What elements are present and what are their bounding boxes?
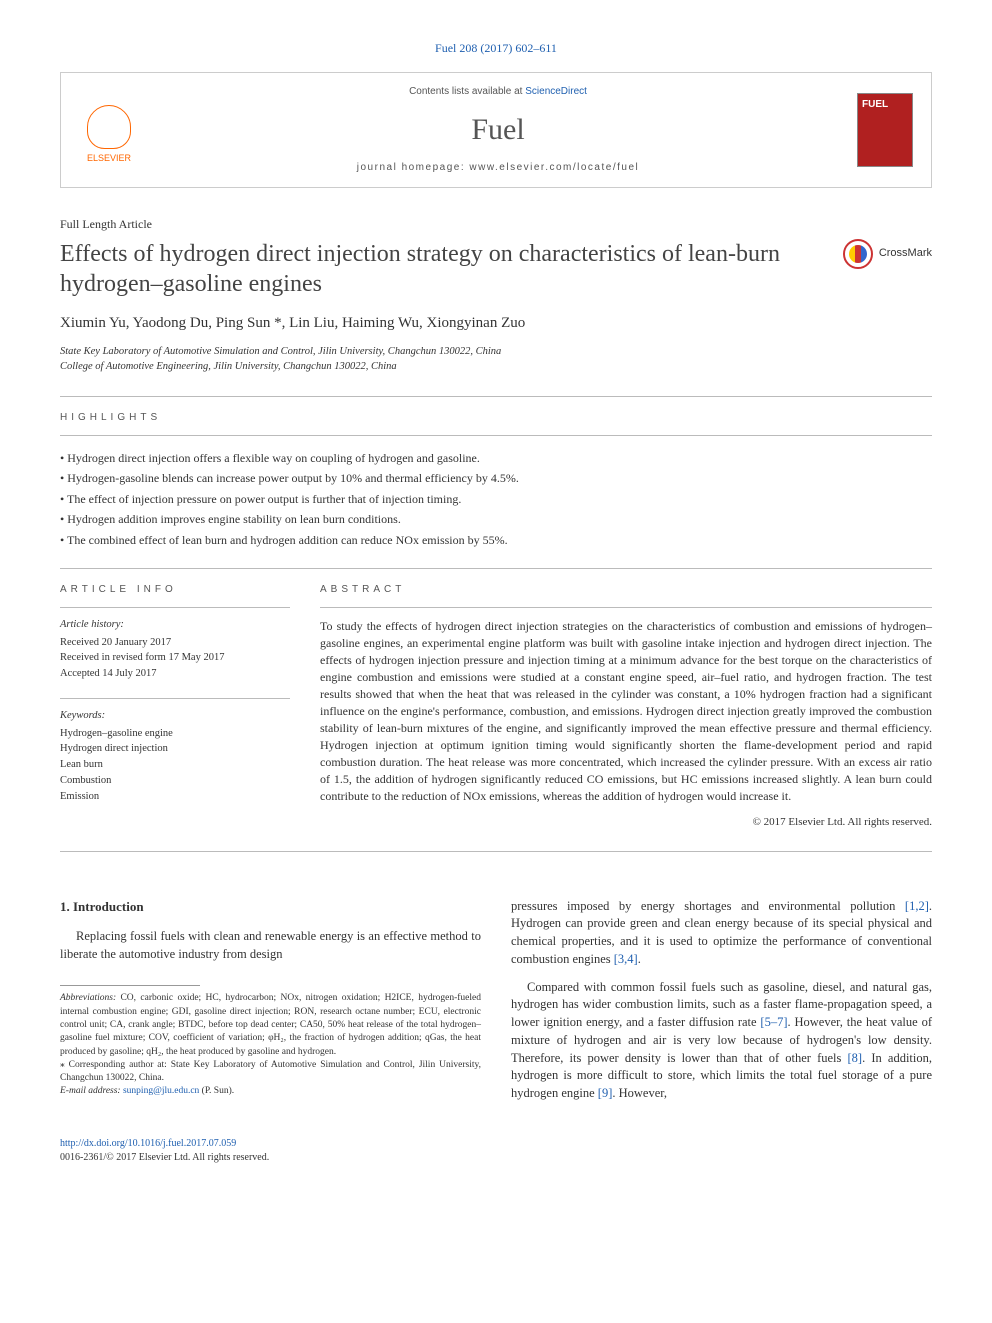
abstract-label: abstract — [320, 583, 932, 597]
left-column: 1. Introduction Replacing fossil fuels w… — [60, 898, 481, 1113]
keywords-heading: Keywords: — [60, 709, 290, 724]
email-person: (P. Sun). — [199, 1086, 234, 1096]
crossmark-badge[interactable]: CrossMark — [843, 239, 932, 269]
corresponding-author-footnote: ⁎ Corresponding author at: State Key Lab… — [60, 1059, 481, 1086]
divider — [60, 435, 932, 436]
journal-reference: Fuel 208 (2017) 602–611 — [60, 40, 932, 57]
publisher-name: ELSEVIER — [87, 152, 131, 165]
crossmark-label: CrossMark — [879, 246, 932, 261]
body-paragraph: Compared with common fossil fuels such a… — [511, 979, 932, 1103]
article-info-label: article info — [60, 583, 290, 597]
citation-link[interactable]: [9] — [598, 1086, 613, 1100]
right-column: pressures imposed by energy shortages an… — [511, 898, 932, 1113]
highlight-item: Hydrogen addition improves engine stabil… — [60, 509, 932, 529]
homepage-line: journal homepage: www.elsevier.com/locat… — [157, 161, 839, 175]
history-line: Received 20 January 2017 — [60, 635, 290, 651]
history-line: Accepted 14 July 2017 — [60, 666, 290, 682]
abbreviations-footnote: Abbreviations: CO, carbonic oxide; HC, h… — [60, 992, 481, 1058]
para-text: . — [638, 952, 641, 966]
divider — [60, 396, 932, 397]
history-line: Received in revised form 17 May 2017 — [60, 650, 290, 666]
email-link[interactable]: sunping@jlu.edu.cn — [123, 1086, 199, 1096]
elsevier-logo: ELSEVIER — [79, 95, 139, 165]
homepage-prefix: journal homepage: — [357, 162, 470, 173]
issn-copyright-line: 0016-2361/© 2017 Elsevier Ltd. All right… — [60, 1151, 932, 1165]
body-paragraph: pressures imposed by energy shortages an… — [511, 898, 932, 969]
crossmark-inner-icon — [849, 245, 867, 263]
sciencedirect-link[interactable]: ScienceDirect — [525, 86, 587, 97]
keyword: Combustion — [60, 773, 290, 789]
article-title: Effects of hydrogen direct injection str… — [60, 239, 823, 299]
keyword: Hydrogen–gasoline engine — [60, 726, 290, 742]
abbrev-text: CO, carbonic oxide; HC, hydrocarbon; NOx… — [60, 993, 481, 1056]
para-text: . However, — [612, 1086, 667, 1100]
body-columns: 1. Introduction Replacing fossil fuels w… — [60, 898, 932, 1113]
highlights-list: Hydrogen direct injection offers a flexi… — [60, 448, 932, 550]
highlight-item: The effect of injection pressure on powe… — [60, 489, 932, 509]
elsevier-tree-icon — [87, 105, 131, 149]
citation-link[interactable]: [1,2] — [905, 899, 929, 913]
copyright-line: © 2017 Elsevier Ltd. All rights reserved… — [320, 815, 932, 830]
corr-label: ⁎ Corresponding author at: — [60, 1060, 167, 1070]
doi-link[interactable]: http://dx.doi.org/10.1016/j.fuel.2017.07… — [60, 1138, 236, 1149]
citation-link[interactable]: [8] — [848, 1051, 863, 1065]
journal-cover-thumbnail: FUEL — [857, 93, 913, 167]
keyword: Hydrogen direct injection — [60, 741, 290, 757]
journal-name: Fuel — [157, 109, 839, 151]
email-footnote: E-mail address: sunping@jlu.edu.cn (P. S… — [60, 1085, 481, 1098]
email-label: E-mail address: — [60, 1086, 121, 1096]
abstract-text: To study the effects of hydrogen direct … — [320, 618, 932, 805]
article-type: Full Length Article — [60, 216, 932, 233]
bottom-info: http://dx.doi.org/10.1016/j.fuel.2017.07… — [60, 1137, 932, 1165]
citation-link[interactable]: [3,4] — [614, 952, 638, 966]
citation-link[interactable]: [5–7] — [760, 1015, 787, 1029]
abstract-column: abstract To study the effects of hydroge… — [320, 569, 932, 831]
keyword: Lean burn — [60, 757, 290, 773]
highlight-item: Hydrogen direct injection offers a flexi… — [60, 448, 932, 468]
homepage-url[interactable]: www.elsevier.com/locate/fuel — [469, 162, 639, 173]
divider — [60, 851, 932, 852]
divider — [60, 607, 290, 608]
cover-title: FUEL — [862, 98, 908, 112]
history-heading: Article history: — [60, 618, 290, 633]
highlights-label: highlights — [60, 411, 932, 425]
contents-available-line: Contents lists available at ScienceDirec… — [157, 85, 839, 99]
crossmark-icon — [843, 239, 873, 269]
keyword: Emission — [60, 789, 290, 805]
footnote-separator — [60, 985, 200, 986]
header-center: Contents lists available at ScienceDirec… — [157, 85, 839, 175]
affiliation-line: State Key Laboratory of Automotive Simul… — [60, 344, 932, 359]
divider — [60, 698, 290, 699]
highlight-item: Hydrogen-gasoline blends can increase po… — [60, 468, 932, 488]
section-heading: 1. Introduction — [60, 898, 481, 916]
highlight-item: The combined effect of lean burn and hyd… — [60, 530, 932, 550]
body-paragraph: Replacing fossil fuels with clean and re… — [60, 928, 481, 964]
divider — [320, 607, 932, 608]
authors: Xiumin Yu, Yaodong Du, Ping Sun *, Lin L… — [60, 313, 932, 334]
article-info-column: article info Article history: Received 2… — [60, 569, 290, 831]
para-text: pressures imposed by energy shortages an… — [511, 899, 905, 913]
contents-prefix: Contents lists available at — [409, 86, 525, 97]
affiliations: State Key Laboratory of Automotive Simul… — [60, 344, 932, 374]
journal-header: ELSEVIER Contents lists available at Sci… — [60, 72, 932, 188]
affiliation-line: College of Automotive Engineering, Jilin… — [60, 359, 932, 374]
abbrev-label: Abbreviations: — [60, 993, 116, 1003]
